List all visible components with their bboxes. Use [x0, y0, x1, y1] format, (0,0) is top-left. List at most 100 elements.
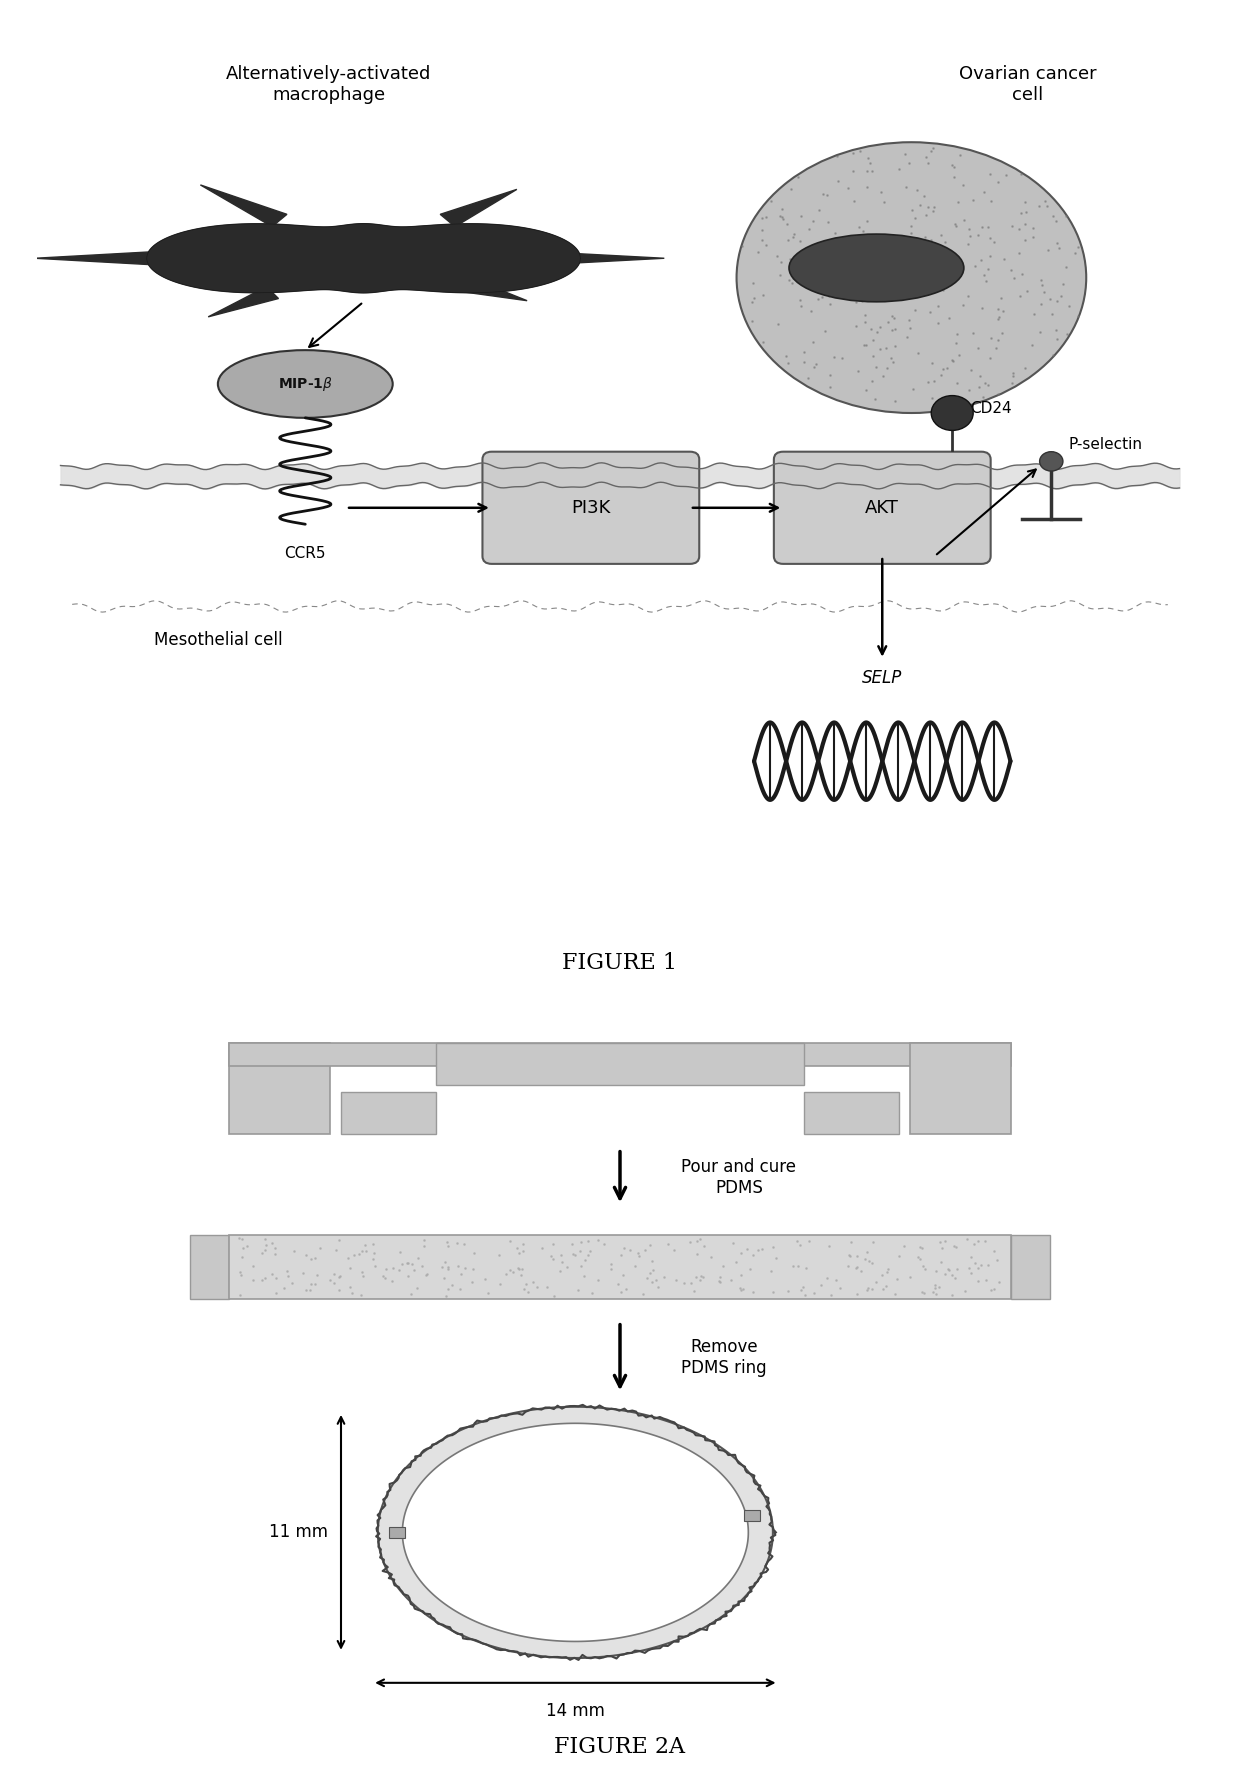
Text: Alternatively-activated
macrophage: Alternatively-activated macrophage: [226, 64, 432, 104]
Point: [884, 304, 904, 333]
Point: [815, 270, 835, 299]
Point: [981, 324, 1001, 353]
Point: [799, 215, 818, 244]
Bar: [910, 1044, 1011, 1134]
Point: [901, 195, 921, 224]
Point: [1001, 256, 1021, 285]
Point: [857, 172, 877, 201]
Point: [781, 176, 801, 204]
Point: [972, 213, 992, 242]
Point: [862, 367, 882, 396]
Point: [975, 261, 994, 290]
Point: [846, 270, 866, 299]
Text: Ovarian cancer
cell: Ovarian cancer cell: [960, 64, 1096, 104]
Point: [977, 213, 997, 242]
Point: [1014, 226, 1034, 254]
Point: [924, 192, 944, 220]
Point: [874, 272, 894, 301]
Point: [963, 184, 983, 213]
Point: [970, 362, 990, 390]
Point: [952, 170, 972, 199]
Point: [857, 158, 877, 186]
Point: [987, 335, 1007, 364]
Point: [1042, 299, 1061, 328]
Point: [900, 211, 920, 240]
Polygon shape: [403, 1424, 749, 1641]
Point: [975, 369, 994, 398]
Point: [895, 172, 915, 201]
Point: [820, 373, 839, 401]
Point: [856, 376, 875, 405]
Point: [869, 285, 889, 313]
Point: [988, 304, 1008, 333]
Polygon shape: [201, 184, 286, 227]
Point: [913, 267, 932, 296]
Point: [791, 202, 811, 231]
Point: [769, 310, 789, 338]
Point: [994, 244, 1014, 272]
Point: [982, 186, 1002, 215]
Point: [818, 281, 838, 310]
Point: [1068, 233, 1087, 261]
Point: [852, 287, 872, 315]
Point: [807, 285, 827, 313]
Point: [774, 206, 794, 235]
Point: [815, 317, 835, 346]
Point: [1047, 229, 1066, 258]
Point: [883, 274, 903, 303]
Point: [1056, 253, 1076, 281]
Point: [827, 141, 847, 170]
Point: [1049, 233, 1069, 261]
Point: [899, 306, 919, 335]
Point: [991, 283, 1011, 312]
Polygon shape: [378, 1406, 773, 1658]
Bar: [436, 1044, 805, 1085]
Point: [773, 202, 792, 231]
Point: [960, 222, 980, 251]
Point: [874, 251, 894, 279]
Point: [853, 217, 873, 245]
Point: [959, 376, 978, 405]
Point: [883, 347, 903, 376]
Point: [918, 367, 937, 396]
Text: MIP-1$\beta$: MIP-1$\beta$: [278, 374, 332, 392]
Bar: [1011, 1236, 1049, 1298]
Text: Pour and cure
PDMS: Pour and cure PDMS: [682, 1159, 796, 1196]
Point: [1059, 292, 1079, 321]
Point: [777, 210, 797, 238]
Point: [856, 308, 875, 337]
Point: [1023, 222, 1043, 251]
Ellipse shape: [789, 235, 963, 301]
Polygon shape: [146, 224, 580, 294]
Point: [837, 251, 857, 279]
Bar: [389, 1528, 404, 1538]
Point: [928, 292, 947, 321]
Point: [882, 315, 901, 344]
Point: [1016, 197, 1035, 226]
Point: [1047, 206, 1066, 235]
Point: [910, 192, 930, 220]
Point: [1024, 299, 1044, 328]
Point: [905, 204, 925, 233]
Polygon shape: [35, 247, 244, 270]
Point: [882, 301, 901, 330]
Point: [821, 362, 841, 390]
Point: [870, 177, 890, 206]
Point: [973, 177, 993, 206]
Point: [1011, 159, 1030, 188]
Ellipse shape: [218, 349, 393, 417]
Point: [878, 308, 898, 337]
Point: [903, 374, 923, 403]
Point: [1043, 340, 1063, 369]
Point: [1052, 281, 1071, 310]
Point: [753, 281, 773, 310]
Point: [777, 349, 797, 378]
Point: [858, 143, 878, 172]
Point: [918, 149, 937, 177]
Point: [923, 349, 942, 378]
Point: [870, 312, 890, 340]
Text: PI3K: PI3K: [572, 498, 610, 518]
Point: [920, 297, 940, 326]
Point: [866, 353, 885, 381]
FancyBboxPatch shape: [774, 451, 991, 564]
